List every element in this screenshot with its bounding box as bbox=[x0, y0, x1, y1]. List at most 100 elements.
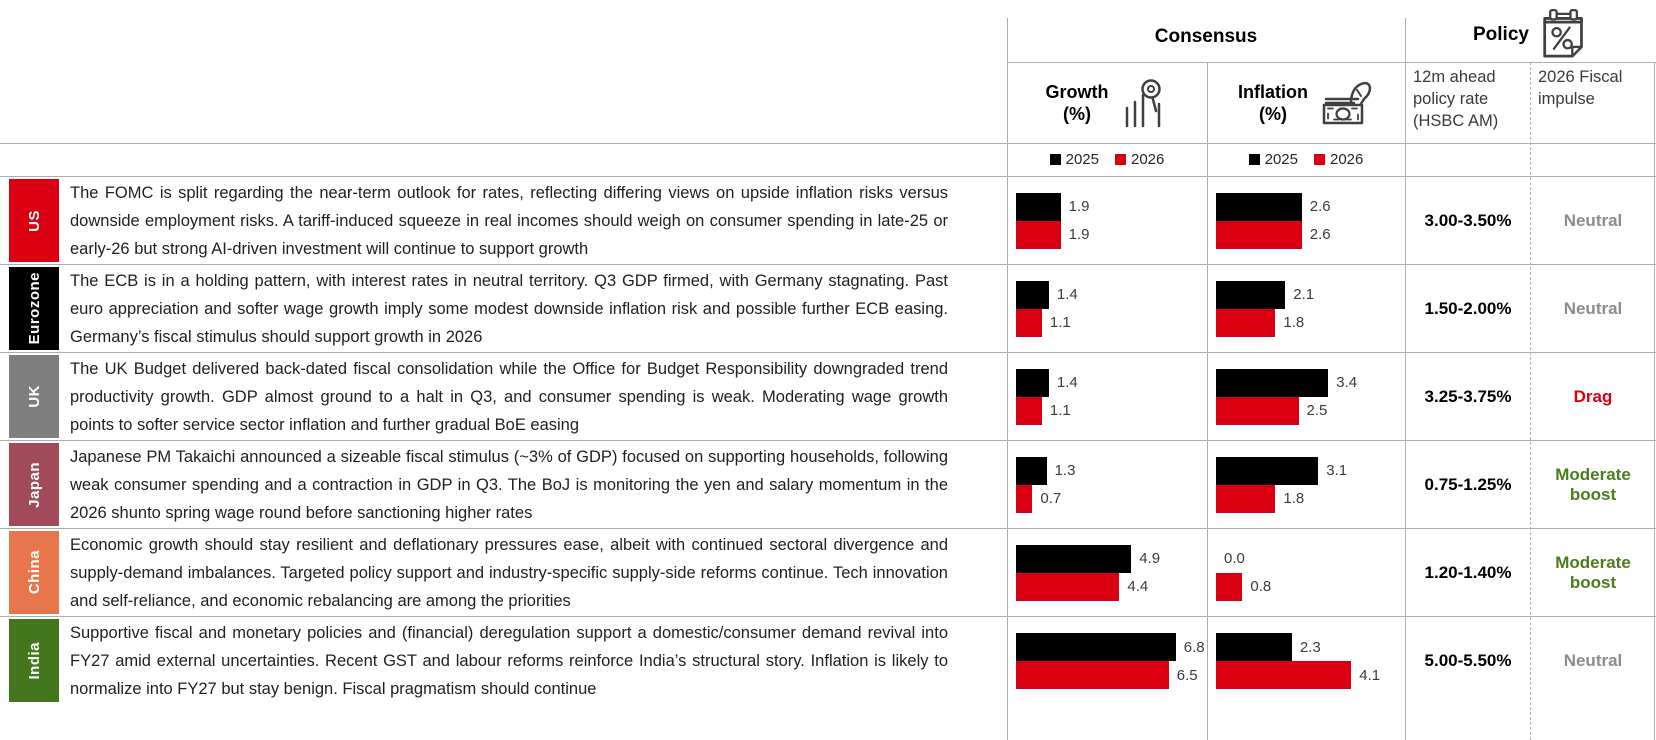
region-name: US bbox=[25, 209, 43, 232]
growth-magnifier-bars-icon bbox=[1125, 79, 1161, 128]
region-commentary: The UK Budget delivered back-dated fisca… bbox=[70, 353, 948, 440]
region-commentary: Economic growth should stay resilient an… bbox=[70, 529, 948, 616]
commentary-text: Economic growth should stay resilient an… bbox=[70, 535, 948, 610]
fiscal-impulse-column-header: 2026 Fiscal impulse bbox=[1538, 68, 1623, 108]
growth-2026-bar bbox=[1016, 484, 1033, 513]
legend-2026: 2026 bbox=[1314, 151, 1363, 168]
policy-rate-value: 0.75-1.25% bbox=[1424, 474, 1512, 494]
inflation-hand-money-icon bbox=[1322, 81, 1372, 125]
growth-2025-value: 6.8 bbox=[1183, 638, 1205, 656]
fiscal-impulse-value: Drag bbox=[1573, 386, 1613, 406]
growth-chart-cell: 1.3 0.7 bbox=[1008, 441, 1206, 528]
region-label: China bbox=[9, 531, 59, 614]
policy-header-label: Policy bbox=[1473, 24, 1529, 45]
policy-rate-cell: 5.00-5.50% bbox=[1406, 617, 1530, 705]
inflation-2025-value: 3.1 bbox=[1326, 462, 1348, 479]
growth-2026-bar bbox=[1016, 308, 1042, 337]
region-rows: US The FOMC is split regarding the near-… bbox=[0, 177, 1656, 705]
region-label: India bbox=[9, 619, 59, 702]
inflation-chart-cell: 0.0 0.8 bbox=[1208, 529, 1404, 616]
subheader-underline bbox=[0, 143, 1656, 144]
inflation-2026-bar bbox=[1216, 396, 1299, 425]
table-right-border bbox=[1654, 62, 1655, 740]
legend-2026-label: 2026 bbox=[1131, 151, 1165, 168]
inflation-2026-value: 4.1 bbox=[1359, 666, 1381, 684]
policy-rate-cell: 0.75-1.25% bbox=[1406, 441, 1530, 528]
policy-calendar-percent-icon bbox=[1543, 9, 1583, 58]
inflation-2025-bar bbox=[1216, 368, 1329, 397]
fiscal-impulse-cell: Neutral bbox=[1531, 617, 1655, 705]
policy-header: Policy bbox=[1405, 8, 1655, 62]
growth-2025-bar bbox=[1016, 456, 1047, 485]
inflation-2025-value: 3.4 bbox=[1336, 374, 1358, 391]
fiscal-impulse-value: Neutral bbox=[1563, 210, 1623, 230]
policy-rate-value: 3.00-3.50% bbox=[1424, 210, 1512, 230]
policy-rate-cell: 1.20-1.40% bbox=[1406, 529, 1530, 616]
legend-2025-swatch bbox=[1049, 154, 1061, 165]
growth-2026-bar bbox=[1016, 220, 1061, 249]
region-label: Japan bbox=[9, 443, 59, 526]
growth-2026-value: 0.7 bbox=[1040, 490, 1062, 507]
region-name: India bbox=[25, 641, 43, 680]
commentary-text: Japanese PM Takaichi announced a sizeabl… bbox=[70, 447, 948, 522]
legend-2025-label: 2025 bbox=[1065, 151, 1099, 168]
legend-2026: 2026 bbox=[1115, 151, 1164, 168]
growth-legend: 2025 2026 bbox=[1007, 144, 1207, 175]
fiscal-impulse-value: Neutral bbox=[1563, 651, 1623, 670]
region-commentary: The ECB is in a holding pattern, with in… bbox=[70, 265, 948, 352]
fiscal-impulse-value: Moderate boost bbox=[1555, 552, 1631, 592]
region-row: Eurozone The ECB is in a holding pattern… bbox=[0, 265, 1656, 353]
inflation-2025-bar bbox=[1216, 280, 1286, 309]
inflation-2025-bar bbox=[1216, 456, 1319, 485]
region-row: Japan Japanese PM Takaichi announced a s… bbox=[0, 441, 1656, 529]
inflation-2026-bar bbox=[1216, 661, 1352, 689]
fiscal-impulse-cell: Drag bbox=[1531, 353, 1655, 440]
inflation-chart-cell: 3.1 1.8 bbox=[1208, 441, 1404, 528]
region-row: UK The UK Budget delivered back-dated fi… bbox=[0, 353, 1656, 441]
region-commentary: Japanese PM Takaichi announced a sizeabl… bbox=[70, 441, 948, 528]
inflation-2025-bar bbox=[1216, 192, 1302, 221]
inflation-chart-cell: 2.1 1.8 bbox=[1208, 265, 1404, 352]
policy-rate-cell: 3.00-3.50% bbox=[1406, 177, 1530, 264]
divider-growth-inflation bbox=[1207, 62, 1208, 740]
inflation-2026-bar bbox=[1216, 484, 1276, 513]
growth-header-label: Growth bbox=[1045, 82, 1109, 102]
inflation-2025-value: 2.1 bbox=[1293, 286, 1315, 303]
inflation-header-unit: (%) bbox=[1259, 104, 1287, 124]
growth-2026-value: 1.9 bbox=[1068, 226, 1090, 243]
growth-2025-value: 1.3 bbox=[1054, 462, 1076, 479]
inflation-2025-value: 2.6 bbox=[1309, 198, 1331, 215]
inflation-2026-bar bbox=[1216, 308, 1276, 337]
growth-column-header: Growth (%) bbox=[1007, 64, 1207, 142]
inflation-chart-cell: 2.6 2.6 bbox=[1208, 177, 1404, 264]
growth-2025-bar bbox=[1016, 633, 1176, 661]
region-label: US bbox=[9, 179, 59, 262]
fiscal-impulse-value: Neutral bbox=[1563, 298, 1623, 318]
growth-chart-cell: 6.8 6.5 bbox=[1008, 617, 1206, 705]
inflation-2026-bar bbox=[1216, 572, 1243, 601]
fiscal-impulse-cell: Neutral bbox=[1531, 177, 1655, 264]
policy-rate-column-header: 12m ahead policy rate (HSBC AM) bbox=[1413, 68, 1499, 130]
growth-2025-value: 1.4 bbox=[1056, 286, 1078, 303]
growth-2025-bar bbox=[1016, 368, 1049, 397]
commentary-text: The FOMC is split regarding the near-ter… bbox=[70, 183, 948, 258]
policy-rate-value: 1.20-1.40% bbox=[1424, 562, 1512, 582]
growth-header-unit: (%) bbox=[1063, 104, 1091, 124]
legend-2025: 2025 bbox=[1049, 151, 1099, 168]
divider-consensus-policy bbox=[1405, 18, 1406, 740]
inflation-header-label: Inflation bbox=[1238, 82, 1308, 102]
inflation-2025-value: 0.0 bbox=[1224, 550, 1245, 567]
inflation-2025-bar bbox=[1216, 633, 1292, 661]
inflation-2026-value: 1.8 bbox=[1283, 490, 1305, 507]
region-name: China bbox=[25, 550, 43, 595]
inflation-2026-bar bbox=[1216, 220, 1302, 249]
growth-chart-cell: 1.4 1.1 bbox=[1008, 353, 1206, 440]
legend-2025: 2025 bbox=[1248, 151, 1298, 168]
commentary-text: The UK Budget delivered back-dated fisca… bbox=[70, 359, 948, 434]
region-label: Eurozone bbox=[9, 267, 59, 350]
growth-2025-value: 1.9 bbox=[1068, 198, 1090, 215]
region-commentary: Supportive fiscal and monetary policies … bbox=[70, 617, 948, 705]
inflation-2026-value: 2.5 bbox=[1306, 402, 1328, 419]
growth-chart-cell: 1.4 1.1 bbox=[1008, 265, 1206, 352]
